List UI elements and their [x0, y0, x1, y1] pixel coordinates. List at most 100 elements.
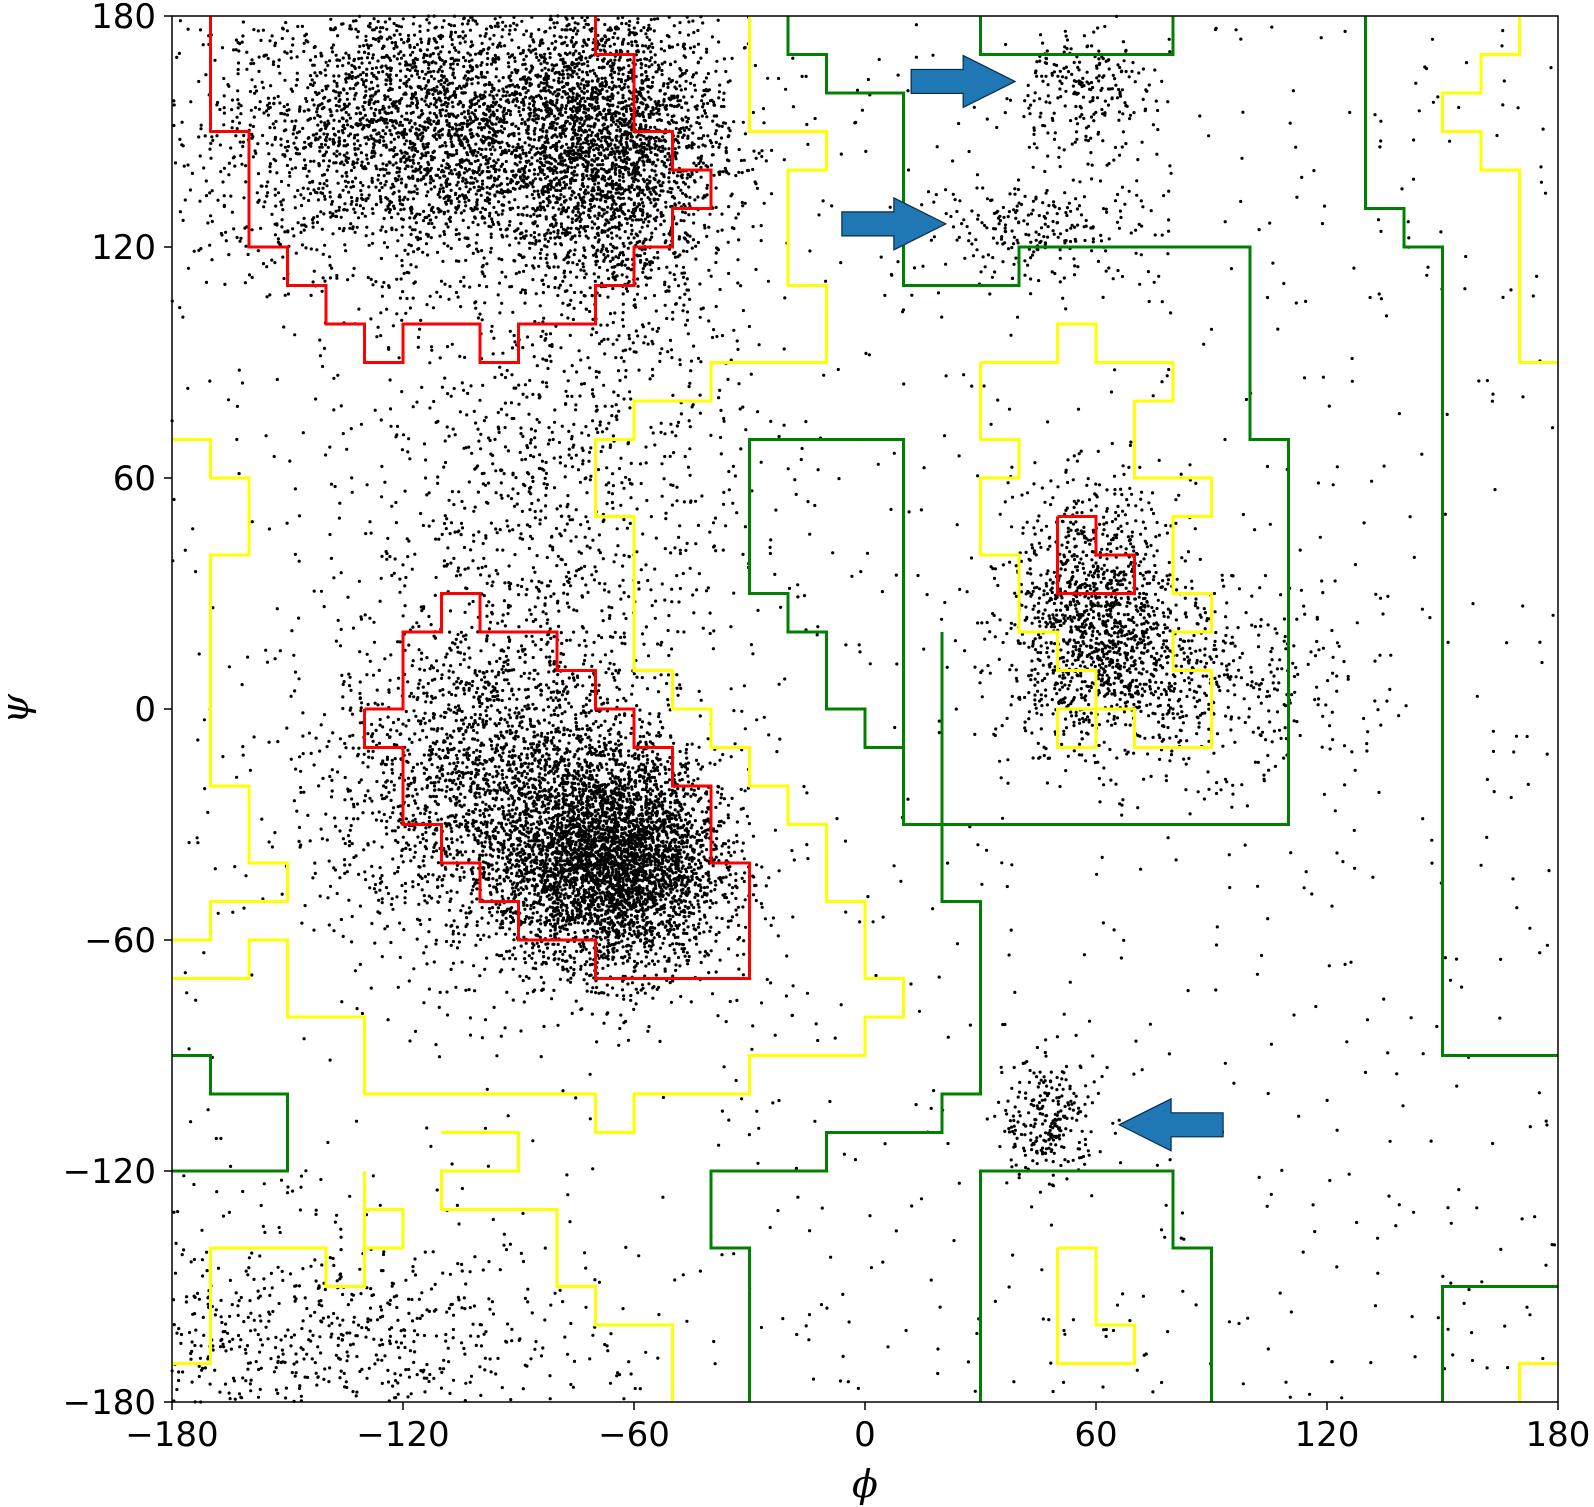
- scatter-point: [591, 327, 595, 331]
- scatter-point: [405, 118, 410, 122]
- scatter-point: [581, 254, 586, 258]
- scatter-point: [253, 85, 257, 89]
- scatter-point: [316, 123, 320, 127]
- scatter-point: [586, 160, 590, 164]
- scatter-point: [414, 221, 418, 225]
- scatter-point: [369, 134, 373, 138]
- scatter-point: [600, 230, 604, 234]
- scatter-point: [479, 193, 483, 197]
- scatter-point: [296, 221, 300, 225]
- scatter-point: [694, 164, 698, 168]
- scatter-point: [227, 84, 231, 88]
- scatter-point: [682, 133, 686, 137]
- scatter-point: [315, 92, 319, 97]
- scatter-point: [508, 93, 512, 97]
- scatter-point: [564, 209, 569, 213]
- scatter-point: [392, 46, 396, 51]
- scatter-point: [222, 106, 226, 110]
- scatter-point: [504, 24, 508, 28]
- scatter-point: [355, 225, 359, 229]
- scatter-point: [628, 19, 632, 23]
- scatter-point: [380, 285, 384, 289]
- scatter-point: [356, 157, 360, 161]
- scatter-point: [741, 308, 746, 313]
- scatter-point: [472, 185, 476, 189]
- scatter-point: [649, 50, 653, 54]
- scatter-point: [322, 159, 326, 163]
- scatter-point: [618, 236, 622, 240]
- scatter-point: [221, 180, 225, 184]
- scatter-point: [440, 45, 445, 49]
- scatter-point: [313, 71, 317, 75]
- scatter-point: [598, 265, 602, 270]
- scatter-point: [465, 78, 469, 82]
- scatter-point: [473, 177, 477, 181]
- scatter-point: [493, 17, 497, 21]
- scatter-point: [456, 295, 460, 299]
- scatter-point: [371, 53, 375, 57]
- scatter-point: [520, 117, 524, 121]
- scatter-point: [261, 262, 266, 266]
- scatter-point: [505, 176, 509, 180]
- scatter-point: [344, 51, 348, 55]
- scatter-point: [400, 177, 404, 181]
- scatter-point: [579, 358, 583, 362]
- scatter-point: [441, 189, 446, 194]
- scatter-point: [325, 184, 329, 188]
- scatter-point: [539, 62, 543, 66]
- scatter-point: [419, 170, 423, 175]
- scatter-point: [610, 138, 614, 142]
- scatter-point: [662, 97, 666, 102]
- scatter-point: [231, 156, 235, 160]
- scatter-point: [644, 153, 649, 157]
- scatter-point: [489, 225, 493, 229]
- scatter-point: [273, 233, 277, 237]
- scatter-point: [661, 149, 665, 153]
- scatter-point: [661, 135, 665, 139]
- scatter-point: [283, 119, 287, 123]
- scatter-point: [586, 64, 590, 68]
- scatter-point: [449, 188, 453, 192]
- scatter-point: [586, 213, 591, 217]
- scatter-point: [383, 132, 388, 136]
- scatter-point: [466, 153, 470, 157]
- scatter-point: [646, 224, 650, 228]
- scatter-point: [555, 101, 559, 105]
- scatter-point: [568, 186, 572, 190]
- scatter-point: [410, 74, 414, 78]
- scatter-point: [641, 80, 645, 84]
- scatter-point: [318, 338, 322, 342]
- scatter-point: [274, 119, 278, 123]
- scatter-point: [363, 136, 367, 140]
- scatter-point: [614, 85, 618, 89]
- scatter-point: [371, 232, 375, 236]
- scatter-point: [578, 121, 582, 125]
- scatter-point: [236, 67, 240, 72]
- scatter-point: [632, 188, 637, 192]
- scatter-point: [528, 44, 532, 48]
- scatter-point: [178, 19, 182, 23]
- scatter-point: [579, 300, 583, 305]
- scatter-point: [382, 241, 386, 245]
- scatter-point: [433, 185, 437, 189]
- scatter-point: [469, 135, 474, 139]
- scatter-point: [586, 185, 590, 189]
- scatter-point: [611, 150, 616, 154]
- scatter-point: [730, 56, 734, 61]
- scatter-point: [436, 70, 440, 74]
- scatter-point: [326, 119, 330, 123]
- scatter-point: [382, 143, 386, 147]
- scatter-point: [429, 177, 433, 181]
- scatter-point: [403, 117, 407, 121]
- scatter-point: [729, 194, 733, 198]
- scatter-point: [311, 179, 315, 183]
- scatter-point: [596, 163, 600, 167]
- scatter-point: [741, 120, 745, 124]
- scatter-point: [421, 56, 426, 60]
- scatter-point: [571, 16, 575, 20]
- scatter-point: [590, 205, 594, 209]
- scatter-point: [517, 168, 521, 172]
- scatter-point: [568, 87, 572, 91]
- scatter-point: [581, 44, 585, 48]
- scatter-point: [400, 258, 404, 263]
